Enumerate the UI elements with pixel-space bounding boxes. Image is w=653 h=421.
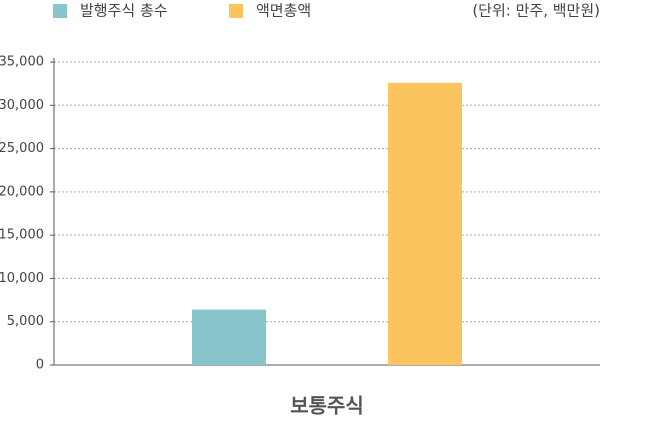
y-tick-label: 0 xyxy=(36,358,44,373)
x-tick-label: 보통주식 xyxy=(290,394,364,418)
legend-swatch xyxy=(229,4,243,18)
y-tick-label: 10,000 xyxy=(0,271,44,286)
y-tick-label: 20,000 xyxy=(0,184,44,199)
legend-swatch xyxy=(53,4,67,18)
y-tick-label: 25,000 xyxy=(0,141,44,156)
y-tick-label: 30,000 xyxy=(0,98,44,113)
unit-annotation: (단위: 만주, 백만원) xyxy=(472,2,600,20)
legend-label: 액면총액 xyxy=(256,2,311,20)
y-tick-label: 35,000 xyxy=(0,55,44,70)
bar xyxy=(388,82,462,365)
y-tick-label: 5,000 xyxy=(7,314,44,329)
legend-label: 발행주식 총수 xyxy=(80,2,168,20)
bar xyxy=(192,309,266,365)
y-tick-label: 15,000 xyxy=(0,228,44,243)
